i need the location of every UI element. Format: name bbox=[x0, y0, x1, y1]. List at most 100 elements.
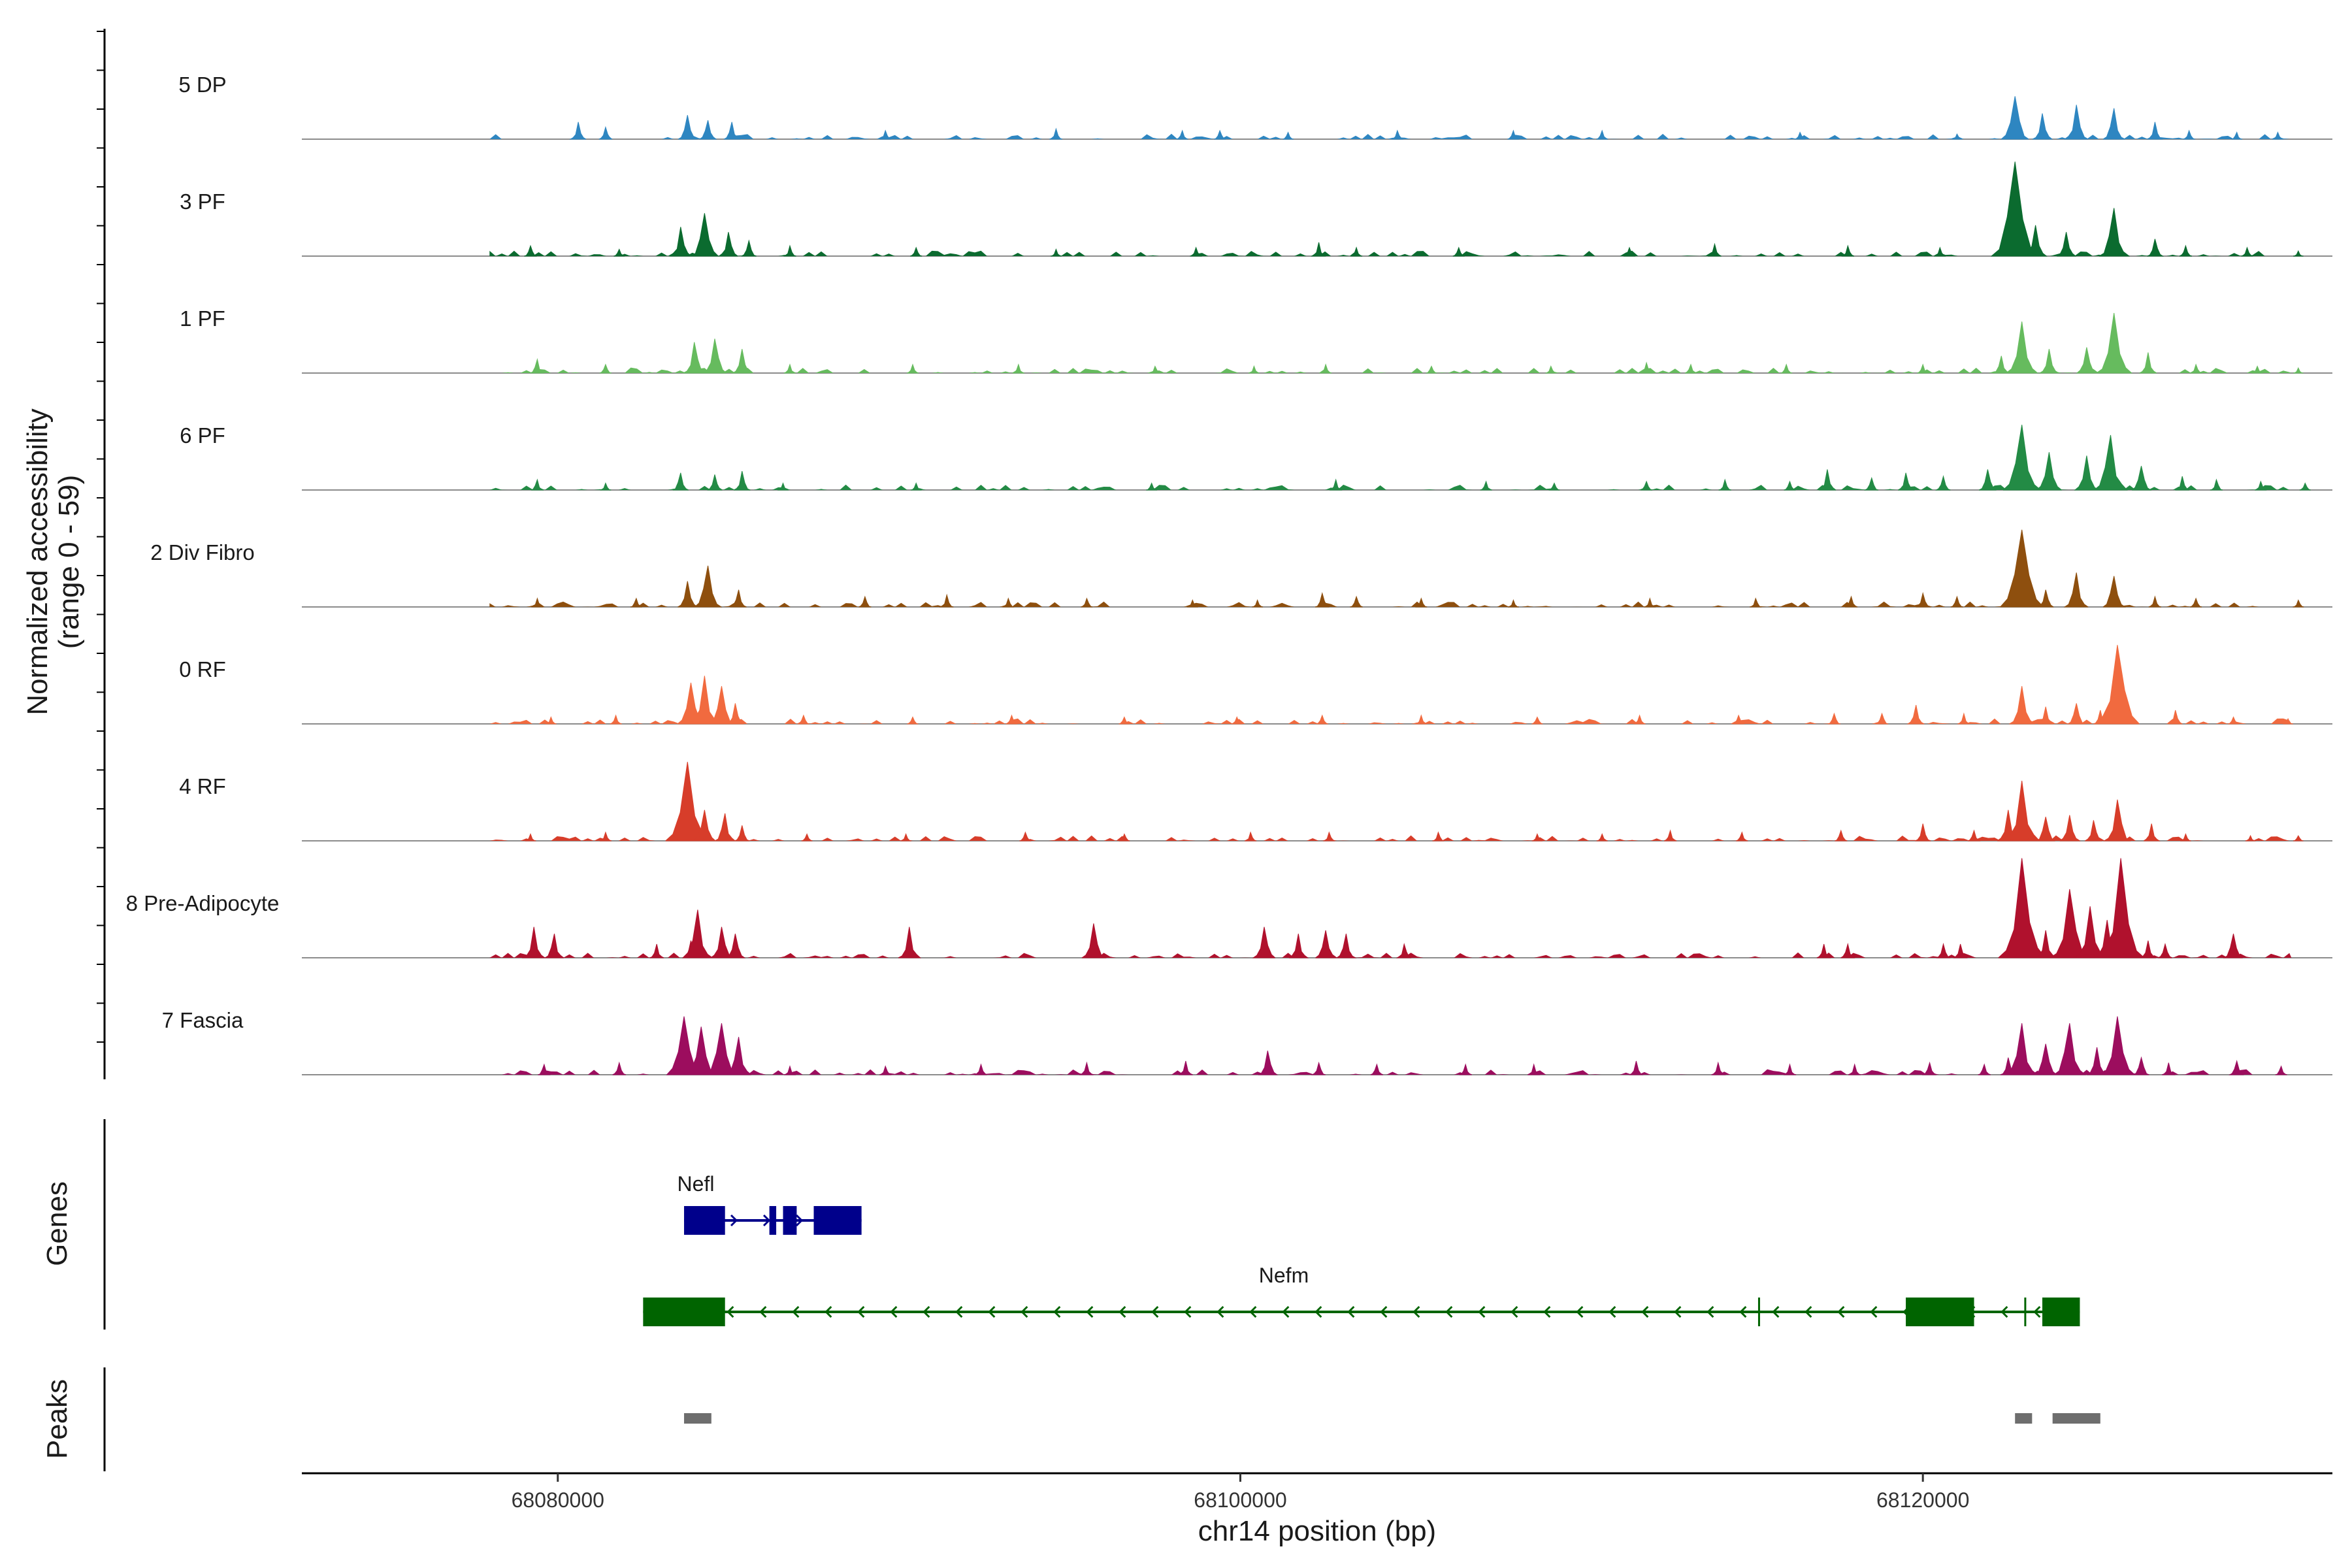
coverage-noise bbox=[489, 367, 2292, 373]
gene-exon bbox=[643, 1298, 725, 1326]
gene-label-nefm: Nefm bbox=[1259, 1264, 1309, 1287]
strand-chevron bbox=[923, 1305, 930, 1318]
coverage-peak bbox=[1906, 704, 1925, 725]
coverage-peak bbox=[2000, 96, 2029, 140]
coverage-noise bbox=[489, 1069, 2292, 1075]
y-axis-title-line2: (range 0 - 59) bbox=[53, 475, 85, 649]
coverage-peak bbox=[733, 470, 751, 491]
strand-chevron bbox=[2033, 1305, 2041, 1318]
coverage-peak bbox=[1311, 1061, 1326, 1075]
coverage-peak bbox=[1507, 599, 1519, 608]
strand-chevron bbox=[762, 1214, 771, 1227]
coverage-peak bbox=[1780, 363, 1793, 374]
strand-chevron bbox=[1413, 1305, 1420, 1318]
strand-chevron bbox=[1315, 1305, 1322, 1318]
strand-chevron bbox=[1511, 1305, 1518, 1318]
coverage-peak bbox=[1935, 475, 1951, 491]
coverage-peak bbox=[1718, 478, 1731, 491]
coverage-peak bbox=[2036, 589, 2054, 608]
track-1-pf: 1 PF bbox=[180, 306, 2332, 374]
coverage-peak bbox=[1736, 831, 1748, 841]
gene-exon bbox=[813, 1206, 862, 1235]
coverage-peak bbox=[1663, 829, 1677, 841]
strand-chevron bbox=[1543, 1305, 1551, 1318]
strand-chevron bbox=[1445, 1305, 1453, 1318]
coverage-peak bbox=[693, 565, 723, 608]
coverage-peak bbox=[1978, 1063, 1991, 1075]
track-6-pf: 6 PF bbox=[180, 423, 2332, 491]
coverage-peak bbox=[1950, 595, 1964, 608]
track-3-pf: 3 PF bbox=[180, 161, 2332, 257]
x-tick-label-68120000: 68120000 bbox=[1876, 1488, 1969, 1512]
coverage-peak bbox=[2293, 835, 2304, 841]
coverage-peak bbox=[909, 246, 923, 257]
strand-chevron bbox=[1086, 1305, 1094, 1318]
gene-label-nefl: Nefl bbox=[678, 1172, 715, 1196]
coverage-peak bbox=[2024, 225, 2048, 257]
gene-exon bbox=[1906, 1298, 1974, 1326]
strand-chevron bbox=[730, 1214, 738, 1227]
coverage-peak bbox=[1176, 129, 1188, 140]
strand-chevron bbox=[1184, 1305, 1192, 1318]
strand-chevron bbox=[792, 1305, 800, 1318]
gene-exon bbox=[769, 1206, 777, 1235]
coverage-peak bbox=[1863, 476, 1879, 491]
track-4-rf: 4 RF bbox=[179, 762, 2332, 841]
coverage-peak bbox=[521, 926, 546, 958]
gene-nefl bbox=[684, 1206, 862, 1235]
strand-chevron bbox=[1837, 1305, 1845, 1318]
track-label: 3 PF bbox=[180, 189, 225, 214]
coverage-peak bbox=[906, 363, 919, 374]
coverage-y-ticks bbox=[97, 31, 105, 1043]
strand-chevron bbox=[1576, 1305, 1584, 1318]
coverage-peak bbox=[801, 833, 813, 841]
peak-regions bbox=[684, 1413, 2100, 1424]
gene-exon bbox=[684, 1206, 725, 1235]
strand-chevron bbox=[1870, 1305, 1878, 1318]
coverage-peak bbox=[1914, 823, 1931, 841]
strand-chevron bbox=[825, 1305, 832, 1318]
strand-chevron bbox=[1119, 1305, 1126, 1318]
coverage-noise bbox=[489, 250, 2292, 256]
coverage-peak bbox=[1248, 365, 1260, 374]
coverage-peak bbox=[725, 934, 746, 958]
y-axis-title-line1: Normalized accessibility bbox=[22, 408, 54, 715]
track-label: 0 RF bbox=[179, 657, 226, 681]
strand-chevron bbox=[1053, 1305, 1061, 1318]
strand-chevron bbox=[1478, 1305, 1486, 1318]
coverage-peak bbox=[599, 363, 612, 374]
x-axis-title: chr14 position (bp) bbox=[1198, 1515, 1436, 1547]
coverage-peak bbox=[1596, 833, 1608, 841]
strand-chevron bbox=[1347, 1305, 1355, 1318]
strand-chevron bbox=[727, 1305, 734, 1318]
coverage-noise bbox=[489, 952, 2292, 958]
coverage-peak bbox=[2299, 482, 2311, 491]
coverage-peak bbox=[907, 716, 919, 725]
strand-chevron bbox=[1805, 1305, 1812, 1318]
track-label: 5 DP bbox=[178, 73, 226, 97]
x-tick-label-68100000: 68100000 bbox=[1194, 1488, 1286, 1512]
coverage-peak bbox=[783, 363, 796, 374]
gene-nefm bbox=[643, 1298, 2080, 1326]
strand-chevron bbox=[1772, 1305, 1780, 1318]
coverage-peak bbox=[2096, 313, 2133, 374]
strand-chevron bbox=[1282, 1305, 1290, 1318]
coverage-peak bbox=[898, 926, 921, 958]
coverage-peak bbox=[1282, 131, 1294, 140]
track-label: 4 RF bbox=[179, 774, 226, 798]
strand-chevron bbox=[1739, 1305, 1747, 1318]
strand-chevron bbox=[890, 1305, 898, 1318]
coverage-peak bbox=[2293, 599, 2304, 608]
track-label: 6 PF bbox=[180, 423, 225, 448]
coverage-peak bbox=[1049, 127, 1063, 140]
coverage-peak bbox=[2293, 367, 2304, 374]
strand-chevron bbox=[1609, 1305, 1616, 1318]
gene-exon bbox=[2042, 1298, 2080, 1326]
coverage-peak bbox=[2143, 823, 2161, 841]
coverage-peak bbox=[569, 122, 587, 140]
coverage-peak bbox=[2063, 572, 2089, 608]
coverage-peak bbox=[2293, 250, 2304, 257]
coverage-peak bbox=[858, 595, 872, 608]
strand-chevron bbox=[795, 1214, 804, 1227]
